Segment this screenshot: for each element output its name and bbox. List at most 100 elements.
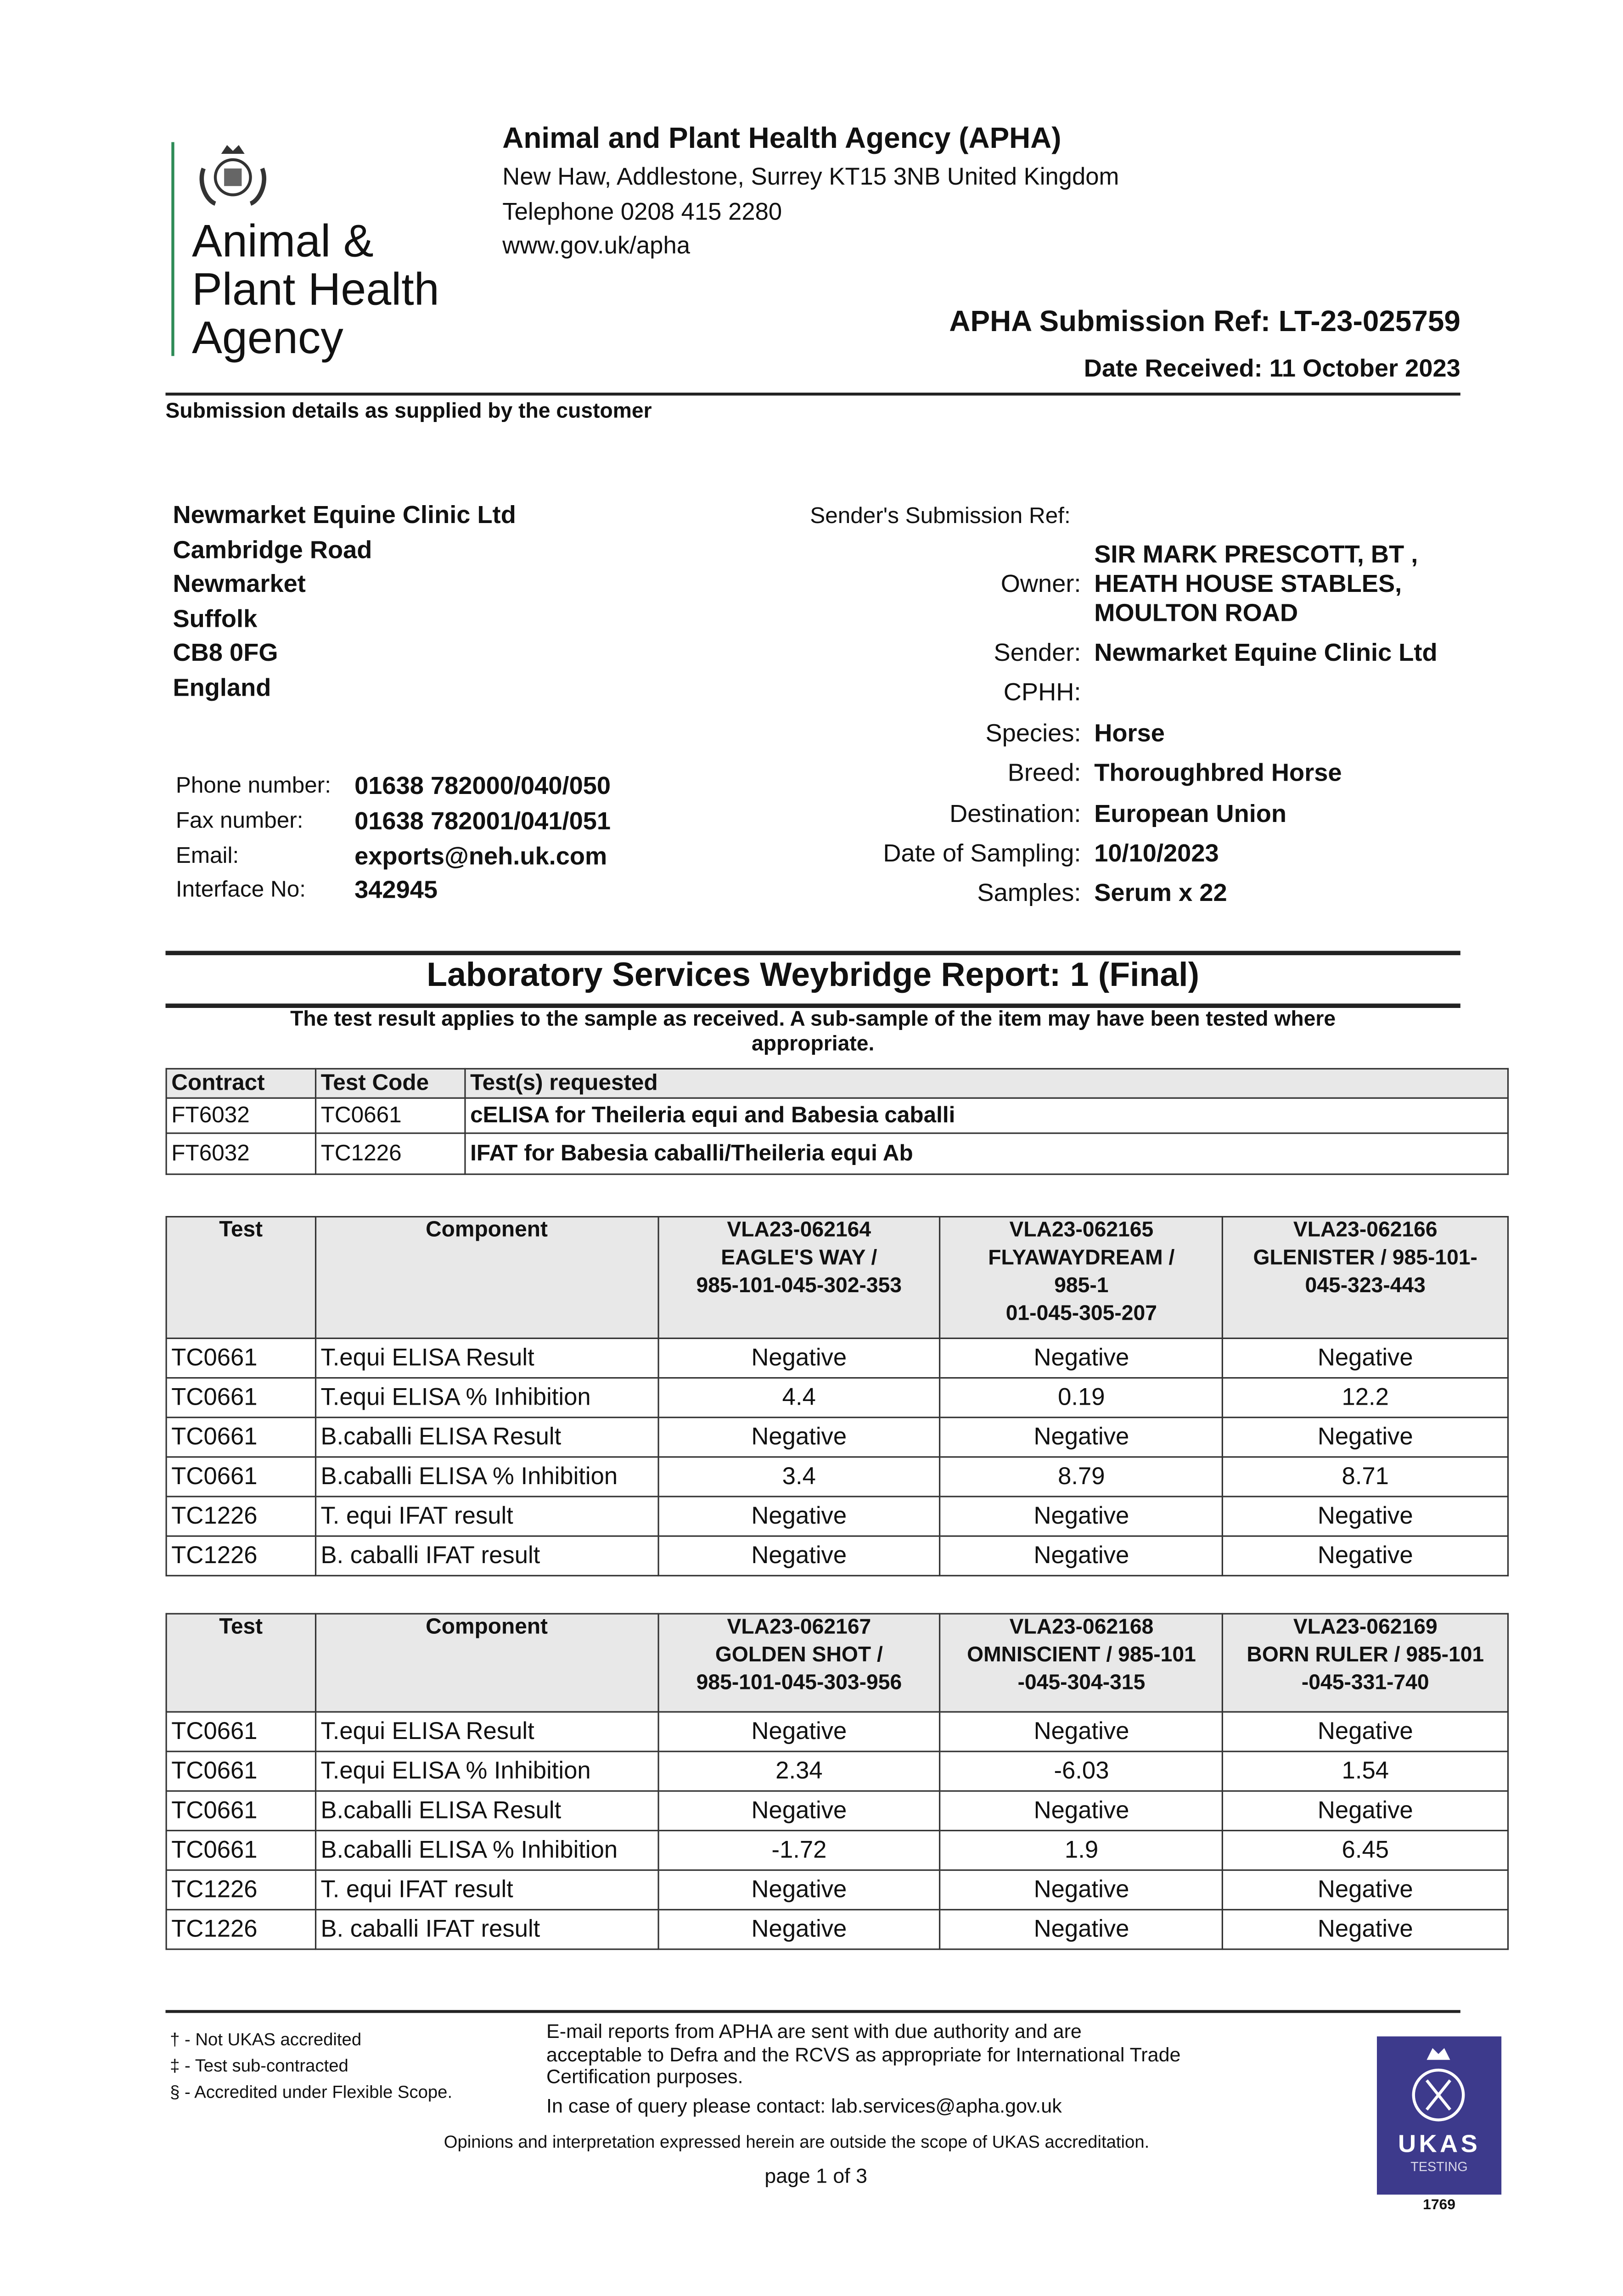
test-requested: cELISA for Theileria equi and Babesia ca… bbox=[464, 1097, 1509, 1134]
component: T.equi ELISA % Inhibition bbox=[314, 1750, 659, 1792]
sample-header: VLA23-062168 OMNISCIENT / 985-101 -045-304… bbox=[939, 1613, 1224, 1713]
divider bbox=[165, 1003, 1460, 1008]
detail-label: Destination: bbox=[949, 799, 1081, 828]
contact-label: Phone number: bbox=[175, 773, 331, 799]
detail-value: 10/10/2023 bbox=[1094, 839, 1219, 867]
header-contract: Contract bbox=[165, 1068, 317, 1099]
result: Negative bbox=[657, 1711, 941, 1752]
results-table: Test Component VLA23-062167 GOLDEN SHOT / 98… bbox=[165, 1613, 1509, 1950]
contact-value[interactable]: exports@neh.uk.com bbox=[354, 842, 607, 871]
result: Negative bbox=[1222, 1337, 1509, 1379]
result: Negative bbox=[1222, 1790, 1509, 1831]
detail-label: Sender: bbox=[994, 639, 1081, 667]
owner-line-3: MOULTON ROAD bbox=[1094, 599, 1298, 627]
test-code: TC0661 bbox=[165, 1456, 316, 1497]
address-line: Newmarket Equine Clinic Ltd bbox=[173, 501, 516, 529]
detail-value: Serum x 22 bbox=[1094, 879, 1227, 907]
result-row: TC0661 B.caballi ELISA Result Negative Nega… bbox=[165, 1417, 1509, 1458]
detail-label: Species: bbox=[985, 719, 1081, 748]
royal-crest-icon bbox=[195, 142, 271, 209]
email-note-1: E-mail reports from APHA are sent with d… bbox=[546, 2020, 1082, 2043]
component: T.equi ELISA Result bbox=[314, 1337, 659, 1379]
org-website[interactable]: www.gov.uk/apha bbox=[502, 233, 691, 259]
report-title: Laboratory Services Weybridge Report: 1 … bbox=[427, 955, 1200, 994]
ukas-sub: TESTING bbox=[1410, 2159, 1468, 2174]
result-row: TC0661 B.caballi ELISA % Inhibition -1.72 1… bbox=[165, 1829, 1509, 1871]
address-line: England bbox=[173, 673, 271, 701]
result: Negative bbox=[939, 1535, 1224, 1576]
query-contact: In case of query please contact: lab.ser… bbox=[546, 2095, 1062, 2117]
contact-value: 01638 782001/041/051 bbox=[354, 807, 611, 835]
contract-row: FT6032 TC1226 IFAT for Babesia caballi/T… bbox=[165, 1132, 1509, 1175]
result: Negative bbox=[939, 1711, 1224, 1752]
result: Negative bbox=[939, 1909, 1224, 1950]
result: 6.45 bbox=[1222, 1829, 1509, 1871]
address-line: Newmarket bbox=[173, 570, 306, 598]
result: -1.72 bbox=[657, 1829, 941, 1871]
detail-label: CPHH: bbox=[1003, 678, 1081, 706]
divider bbox=[165, 2010, 1460, 2013]
submission-heading: Submission details as supplied by the cu… bbox=[165, 400, 652, 424]
org-name: Animal and Plant Health Agency (APHA) bbox=[502, 123, 1061, 156]
result: Negative bbox=[657, 1909, 941, 1950]
address-line: CB8 0FG bbox=[173, 639, 278, 667]
detail-value: Thoroughbred Horse bbox=[1094, 759, 1342, 787]
contract-row: FT6032 TC0661 cELISA for Theileria equi … bbox=[165, 1097, 1509, 1134]
legend-3: § - Accredited under Flexible Scope. bbox=[170, 2082, 453, 2103]
submission-ref: APHA Submission Ref: LT-23-025759 bbox=[949, 306, 1460, 338]
result-row: TC1226 B. caballi IFAT result Negative Nega… bbox=[165, 1535, 1509, 1576]
test-code: TC0661 bbox=[165, 1829, 316, 1871]
test-code: TC1226 bbox=[314, 1132, 466, 1175]
header-test: Test bbox=[165, 1613, 316, 1713]
result: 1.54 bbox=[1222, 1750, 1509, 1792]
result: Negative bbox=[657, 1496, 941, 1537]
sample-header-line: VLA23-062166 bbox=[1293, 1219, 1438, 1243]
result: 12.2 bbox=[1222, 1377, 1509, 1418]
org-telephone: Telephone 0208 415 2280 bbox=[502, 199, 782, 226]
sample-header-line: GOLDEN SHOT / bbox=[715, 1643, 883, 1667]
component: B. caballi IFAT result bbox=[314, 1535, 659, 1576]
contact-label: Interface No: bbox=[175, 878, 306, 903]
results-table: Test Component VLA23-062164 EAGLE'S WAY / 98… bbox=[165, 1216, 1509, 1576]
component: T. equi IFAT result bbox=[314, 1496, 659, 1537]
sample-header-line: 045-323-443 bbox=[1305, 1274, 1426, 1298]
divider bbox=[165, 393, 1460, 396]
result: Negative bbox=[939, 1790, 1224, 1831]
result-row: TC0661 B.caballi ELISA Result Negative Nega… bbox=[165, 1790, 1509, 1831]
result: 8.79 bbox=[939, 1456, 1224, 1497]
result-row: TC0661 T.equi ELISA Result Negative Negativ… bbox=[165, 1337, 1509, 1379]
test-code: TC0661 bbox=[165, 1790, 316, 1831]
report-note-2: appropriate. bbox=[751, 1033, 875, 1057]
result: Negative bbox=[657, 1535, 941, 1576]
component: B.caballi ELISA Result bbox=[314, 1417, 659, 1458]
sample-header: VLA23-062165 FLYAWAYDREAM / 985-1 01-045-30… bbox=[939, 1216, 1224, 1339]
result: Negative bbox=[657, 1417, 941, 1458]
test-code: TC0661 bbox=[165, 1417, 316, 1458]
test-code: TC0661 bbox=[165, 1711, 316, 1752]
result: Negative bbox=[939, 1337, 1224, 1379]
component: T. equi IFAT result bbox=[314, 1869, 659, 1911]
detail-value: European Union bbox=[1094, 799, 1287, 828]
ukas-crown-icon bbox=[1412, 2048, 1465, 2122]
detail-label: Breed: bbox=[1007, 759, 1081, 787]
result: Negative bbox=[657, 1790, 941, 1831]
header-test: Test bbox=[165, 1216, 316, 1339]
sample-header-line: VLA23-062167 bbox=[727, 1616, 871, 1640]
result: 2.34 bbox=[657, 1750, 941, 1792]
date-received: Date Received: 11 October 2023 bbox=[1084, 355, 1460, 383]
legend-2: ‡ - Test sub-contracted bbox=[170, 2055, 348, 2076]
result: Negative bbox=[939, 1496, 1224, 1537]
logo-text-1: Animal & bbox=[191, 215, 374, 267]
sample-header: VLA23-062169 BORN RULER / 985-101 -045-331… bbox=[1222, 1613, 1509, 1713]
sample-header-line: -045-331-740 bbox=[1301, 1671, 1429, 1695]
divider bbox=[165, 951, 1460, 956]
result-row: TC1226 T. equi IFAT result Negative Negativ… bbox=[165, 1869, 1509, 1911]
logo-text-2: Plant Health bbox=[191, 264, 439, 315]
sample-header-line: 985-101-045-303-956 bbox=[696, 1671, 902, 1695]
test-code: TC1226 bbox=[165, 1909, 316, 1950]
page-number: page 1 of 3 bbox=[764, 2164, 867, 2188]
email-note-3: Certification purposes. bbox=[546, 2065, 743, 2088]
result: Negative bbox=[657, 1337, 941, 1379]
opinions-note: Opinions and interpretation expressed he… bbox=[444, 2132, 1150, 2152]
sample-header-line: VLA23-062164 bbox=[727, 1219, 871, 1243]
